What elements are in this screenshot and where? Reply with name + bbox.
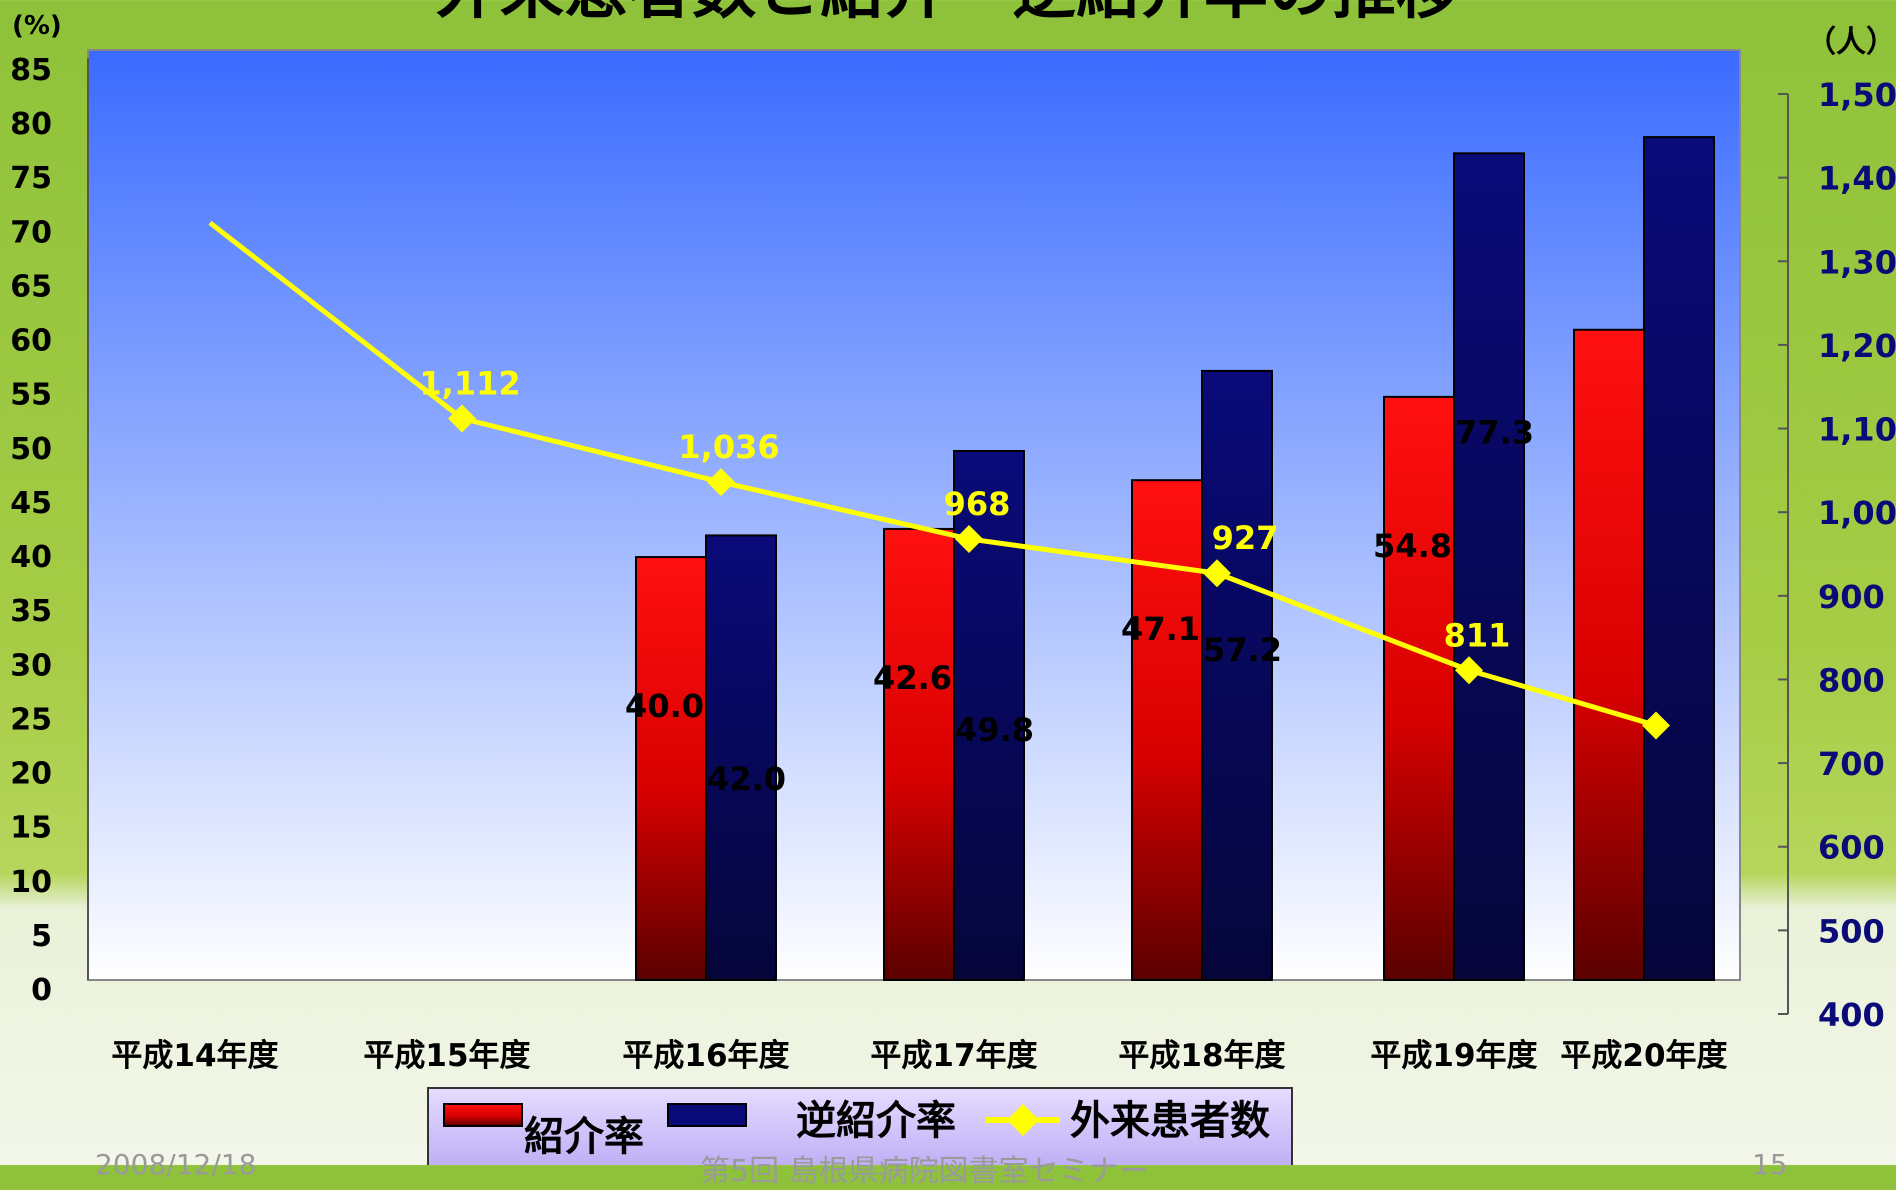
left-tick-label: 0 <box>31 973 52 1008</box>
patients-marker <box>1642 711 1670 740</box>
category-label: 平成20年度 <box>1560 1038 1727 1074</box>
bar-referral <box>883 527 955 982</box>
patients-marker <box>707 468 735 497</box>
legend-swatch-reverse-referral <box>667 1103 747 1127</box>
right-tick-label: 400 <box>1818 996 1885 1034</box>
right-tick-label: 1,200 <box>1818 327 1896 365</box>
legend: 紹介率 逆紹介率 外来患者数 <box>427 1087 1293 1165</box>
right-tick-label: 500 <box>1818 912 1885 950</box>
category-label: 平成14年度 <box>111 1038 278 1074</box>
left-tick-label: 75 <box>10 161 52 196</box>
patients-label: 968 <box>944 485 1011 523</box>
category-label: 平成15年度 <box>363 1038 530 1074</box>
slide-title: 外来患者数と紹介・逆紹介率の推移 <box>436 0 1460 28</box>
legend-swatch-marker <box>1007 1104 1039 1136</box>
bar-referral-label: 47.1 <box>1121 610 1200 648</box>
right-tick-label: 1,400 <box>1818 160 1896 198</box>
legend-swatch-referral <box>443 1103 523 1127</box>
patients-label: 927 <box>1212 519 1279 557</box>
bar-referral-label: 40.0 <box>625 687 704 725</box>
category-label: 平成17年度 <box>870 1038 1037 1074</box>
patients-label: 1,036 <box>678 428 779 466</box>
category-labels: 平成14年度 平成15年度 平成16年度 平成17年度 平成18年度 平成19年度 平成20… <box>111 1038 1727 1074</box>
patients-marker <box>1203 559 1231 588</box>
left-tick-label: 70 <box>10 215 52 250</box>
left-tick-label: 5 <box>31 919 52 954</box>
right-tick-label: 1,300 <box>1818 243 1896 281</box>
left-tick-label: 40 <box>10 540 52 575</box>
left-axis-unit: (%) <box>12 11 62 41</box>
left-tick-label: 60 <box>10 324 52 359</box>
bar-referral <box>635 556 707 981</box>
right-axis-ticks: 400 500 600 700 800 900 1,000 1,100 1,200 1,300 1,… <box>1778 76 1896 1034</box>
bar-referral-label: 54.8 <box>1373 527 1452 565</box>
bar-reverse-referral-label: 42.0 <box>707 760 786 798</box>
left-tick-label: 15 <box>10 811 52 846</box>
left-tick-label: 45 <box>10 486 52 521</box>
patients-marker <box>448 404 476 433</box>
patients-label: 811 <box>1444 616 1511 654</box>
right-tick-label: 700 <box>1818 745 1885 783</box>
bar-reverse-referral <box>1643 136 1715 981</box>
bar-referral <box>1383 395 1455 981</box>
left-tick-label: 35 <box>10 594 52 629</box>
left-tick-label: 50 <box>10 432 52 467</box>
left-tick-label: 65 <box>10 269 52 304</box>
left-tick-label: 20 <box>10 757 52 792</box>
bar-reverse-referral-label: 49.8 <box>955 711 1034 749</box>
legend-box <box>427 1087 1293 1165</box>
left-tick-label: 85 <box>10 53 52 88</box>
right-tick-label: 1,000 <box>1818 494 1896 532</box>
category-label: 平成16年度 <box>622 1038 789 1074</box>
bar-reverse-referral <box>705 534 777 981</box>
bar-referral <box>1131 479 1203 981</box>
category-label: 平成19年度 <box>1370 1038 1537 1074</box>
bar-reverse-referral-label: 77.3 <box>1455 413 1534 451</box>
left-tick-label: 25 <box>10 702 52 737</box>
right-tick-label: 1,500 <box>1818 76 1896 114</box>
legend-label-referral: 紹介率 <box>524 1114 644 1160</box>
bar-referral-label: 42.6 <box>873 659 952 697</box>
patients-marker <box>955 524 983 553</box>
bar-series <box>635 136 1715 982</box>
bar-referral <box>1573 328 1645 981</box>
left-tick-label: 30 <box>10 648 52 683</box>
bar-reverse-referral <box>1453 152 1525 981</box>
left-tick-label: 10 <box>10 865 52 900</box>
right-tick-label: 800 <box>1818 661 1885 699</box>
combo-chart: 外来患者数と紹介・逆紹介率の推移 (%) （人） 0 5 10 15 20 25 30 35 4… <box>10 0 1896 1165</box>
legend-label-patients: 外来患者数 <box>1070 1098 1270 1144</box>
right-axis-unit: （人） <box>1806 25 1896 60</box>
right-tick-label: 900 <box>1818 578 1885 616</box>
right-tick-label: 1,100 <box>1818 411 1896 449</box>
patients-marker <box>1455 656 1483 685</box>
legend-label-reverse-referral: 逆紹介率 <box>796 1098 956 1144</box>
left-tick-label: 80 <box>10 107 52 142</box>
category-label: 平成18年度 <box>1118 1038 1285 1074</box>
left-axis-ticks: 0 5 10 15 20 25 30 35 40 45 50 55 60 65 70 75 80 85 <box>10 53 52 1008</box>
bar-data-labels: 40.0 42.6 47.1 54.8 42.0 49.8 57.2 77.3 <box>625 413 1534 798</box>
bar-reverse-referral <box>1201 369 1273 981</box>
line-series: 1,112 1,036 968 927 811 <box>208 220 1670 740</box>
right-tick-label: 600 <box>1818 829 1885 867</box>
footer-center: 第5回 島根県病院図書室セミナー <box>700 1154 1149 1189</box>
bar-reverse-referral-label: 57.2 <box>1203 631 1282 669</box>
patients-label: 1,112 <box>419 365 520 403</box>
left-tick-label: 55 <box>10 378 52 413</box>
